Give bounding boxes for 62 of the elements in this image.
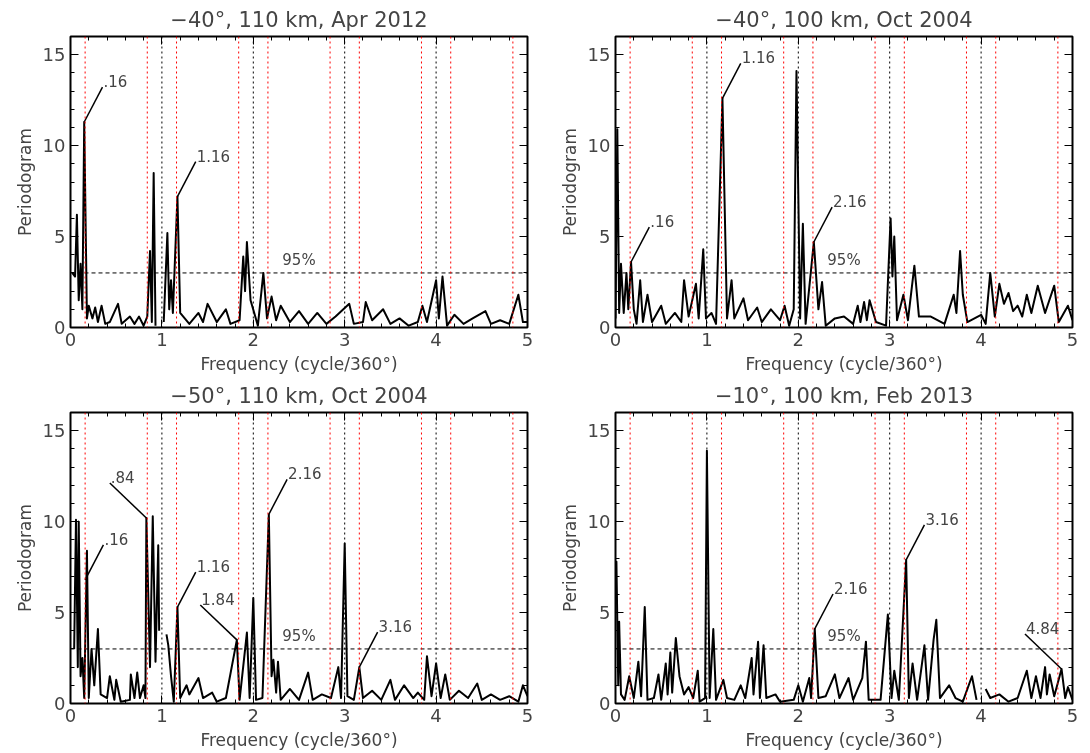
x-tick-label: 1 (156, 328, 168, 350)
annotation: 3.16 (378, 618, 413, 637)
chart-title: −40°, 110 km, Apr 2012 (170, 7, 428, 32)
annotation: 4.84 (1025, 620, 1060, 639)
annotation: 1.16 (741, 49, 776, 68)
y-tick-label: 10 (42, 511, 66, 533)
annotation: 1.16 (196, 558, 231, 577)
annotation: .16 (650, 213, 675, 232)
x-tick-label: 3 (338, 704, 351, 726)
annotation: .16 (103, 73, 128, 92)
x-tick-label: 2 (792, 704, 805, 726)
x-tick-label: 4 (975, 328, 987, 350)
y-axis-title: Periodogram (14, 127, 35, 237)
chart-title: −10°, 100 km, Feb 2013 (714, 383, 974, 408)
y-axis-title: Periodogram (14, 503, 35, 613)
y-tick-label: 5 (599, 226, 611, 248)
x-tick-label: 1 (701, 704, 713, 726)
y-tick-label: 10 (587, 135, 611, 157)
annotation: 95% (282, 250, 316, 269)
x-tick-label: 1 (156, 704, 168, 726)
y-tick-label: 15 (42, 44, 66, 66)
annotation: .84 (110, 469, 135, 488)
annotation: 95% (282, 626, 316, 645)
x-tick-label: 2 (247, 328, 260, 350)
y-tick-label: 15 (587, 44, 611, 66)
annotation: 2.16 (833, 193, 867, 212)
x-tick-label: 2 (792, 328, 805, 350)
y-tick-label: 10 (587, 511, 611, 533)
x-tick-label: 3 (338, 328, 351, 350)
y-tick-label: 10 (42, 135, 66, 157)
annotation: 3.16 (925, 510, 959, 529)
x-tick-label: 3 (883, 328, 896, 350)
x-tick-label: 5 (1066, 328, 1079, 350)
x-axis-title: Frequency (cycle/360°) (200, 729, 398, 750)
y-axis-title: Periodogram (559, 127, 580, 237)
y-tick-label: 5 (599, 602, 611, 624)
annotation: 95% (827, 626, 861, 645)
x-tick-label: 1 (701, 328, 713, 350)
x-tick-label: 5 (1066, 704, 1079, 726)
x-tick-label: 4 (430, 704, 442, 726)
x-tick-label: 2 (247, 704, 260, 726)
x-tick-label: 3 (883, 704, 896, 726)
y-tick-label: 5 (54, 226, 66, 248)
x-tick-label: 4 (975, 704, 987, 726)
annotation: 1.16 (196, 147, 231, 166)
annotation: 95% (827, 250, 861, 269)
annotation: 2.16 (834, 580, 868, 599)
x-axis-title: Frequency (cycle/360°) (745, 729, 943, 750)
x-axis-title: Frequency (cycle/360°) (745, 353, 943, 374)
x-tick-label: 4 (430, 328, 442, 350)
y-tick-label: 5 (54, 602, 66, 624)
annotation: .16 (104, 530, 129, 549)
chart-title: −40°, 100 km, Oct 2004 (715, 7, 973, 32)
chart-title: −50°, 110 km, Oct 2004 (170, 383, 428, 408)
x-tick-label: 5 (521, 704, 534, 726)
y-tick-label: 15 (42, 420, 66, 442)
y-tick-label: 15 (587, 420, 611, 442)
x-tick-label: 5 (521, 328, 534, 350)
annotation: 1.84 (201, 590, 235, 609)
y-axis-title: Periodogram (559, 503, 580, 613)
annotation: 2.16 (288, 465, 322, 484)
x-axis-title: Frequency (cycle/360°) (200, 353, 398, 374)
